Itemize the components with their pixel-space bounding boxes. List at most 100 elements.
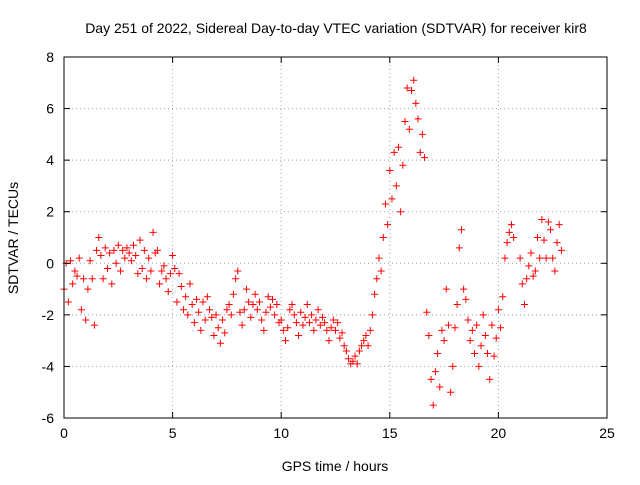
data-point — [225, 301, 233, 309]
data-point — [351, 352, 359, 360]
data-point — [219, 316, 227, 324]
data-point — [373, 275, 381, 283]
data-point — [279, 326, 287, 334]
y-tick-label: -6 — [42, 410, 55, 426]
data-point — [418, 130, 426, 138]
data-point — [229, 290, 237, 298]
data-point — [358, 342, 366, 350]
data-point — [116, 267, 124, 275]
data-point — [175, 270, 183, 278]
data-point — [425, 331, 433, 339]
data-point — [310, 326, 318, 334]
x-tick-label: 10 — [273, 425, 289, 441]
data-point — [481, 331, 489, 339]
data-point — [384, 221, 392, 229]
data-point — [533, 234, 541, 241]
data-point — [540, 236, 548, 244]
data-point — [318, 313, 326, 321]
data-point — [434, 350, 442, 358]
data-point — [171, 264, 179, 272]
x-tick-label: 15 — [382, 425, 398, 441]
data-point — [336, 334, 344, 342]
data-point — [73, 272, 81, 280]
data-point — [447, 388, 455, 396]
data-point — [557, 246, 565, 254]
data-point — [119, 246, 127, 254]
data-point — [80, 275, 88, 283]
data-point — [355, 347, 363, 355]
data-point — [421, 154, 429, 162]
chart-title: Day 251 of 2022, Sidereal Day-to-day VTE… — [85, 20, 587, 36]
data-point — [444, 321, 452, 329]
data-point — [371, 290, 379, 298]
data-point — [190, 319, 198, 327]
data-point — [516, 254, 524, 262]
data-point — [416, 148, 424, 156]
data-point — [253, 306, 261, 314]
data-point — [179, 306, 187, 314]
data-point — [295, 331, 303, 339]
data-point — [277, 316, 285, 324]
data-point — [95, 234, 103, 241]
y-tick-label: 8 — [46, 49, 54, 65]
data-point — [342, 347, 350, 355]
x-tick-label: 20 — [491, 425, 507, 441]
data-point — [314, 306, 322, 314]
data-point — [286, 306, 294, 314]
data-point — [453, 301, 461, 309]
data-point — [206, 306, 214, 314]
data-point — [251, 290, 259, 298]
data-point — [464, 316, 472, 324]
data-point — [436, 383, 444, 391]
data-point — [518, 280, 526, 288]
data-point — [414, 115, 422, 123]
data-point — [292, 319, 300, 327]
data-point — [97, 252, 105, 260]
data-point — [410, 76, 418, 84]
data-point — [538, 215, 546, 223]
data-point — [308, 311, 316, 319]
data-point — [449, 362, 457, 370]
data-point — [366, 326, 374, 334]
data-point — [531, 267, 539, 275]
data-point — [499, 293, 507, 301]
data-point — [299, 321, 307, 329]
data-point — [156, 280, 164, 288]
data-point — [164, 288, 172, 296]
data-point — [188, 301, 196, 309]
data-point — [145, 254, 153, 262]
data-point — [507, 221, 515, 229]
data-point — [266, 303, 274, 311]
data-point — [67, 257, 75, 265]
data-point — [368, 311, 376, 319]
y-tick-label: 2 — [46, 204, 54, 220]
data-point — [214, 324, 222, 332]
data-point — [423, 308, 431, 316]
data-point — [494, 306, 502, 314]
data-point — [323, 326, 331, 334]
data-point — [475, 362, 483, 370]
data-point — [75, 254, 83, 262]
y-tick-label: 4 — [46, 152, 54, 168]
axis-ticks: 0 5 10 15 20 25 -6 -4 -2 0 2 4 6 8 — [42, 49, 615, 441]
x-axis-label: GPS time / hours — [282, 458, 389, 474]
data-point — [103, 264, 111, 272]
data-point — [223, 306, 231, 314]
y-tick-label: -4 — [42, 358, 55, 374]
data-point — [169, 252, 177, 260]
data-point — [264, 293, 272, 301]
data-point — [242, 285, 250, 293]
data-point — [431, 368, 439, 376]
data-point — [523, 275, 531, 283]
data-point — [466, 337, 474, 345]
data-point — [399, 161, 407, 169]
data-point — [282, 337, 290, 345]
data-point — [240, 306, 248, 314]
data-point — [388, 195, 396, 203]
data-point — [71, 267, 79, 275]
data-point — [477, 342, 485, 350]
data-point — [427, 375, 435, 383]
data-point — [349, 357, 357, 365]
